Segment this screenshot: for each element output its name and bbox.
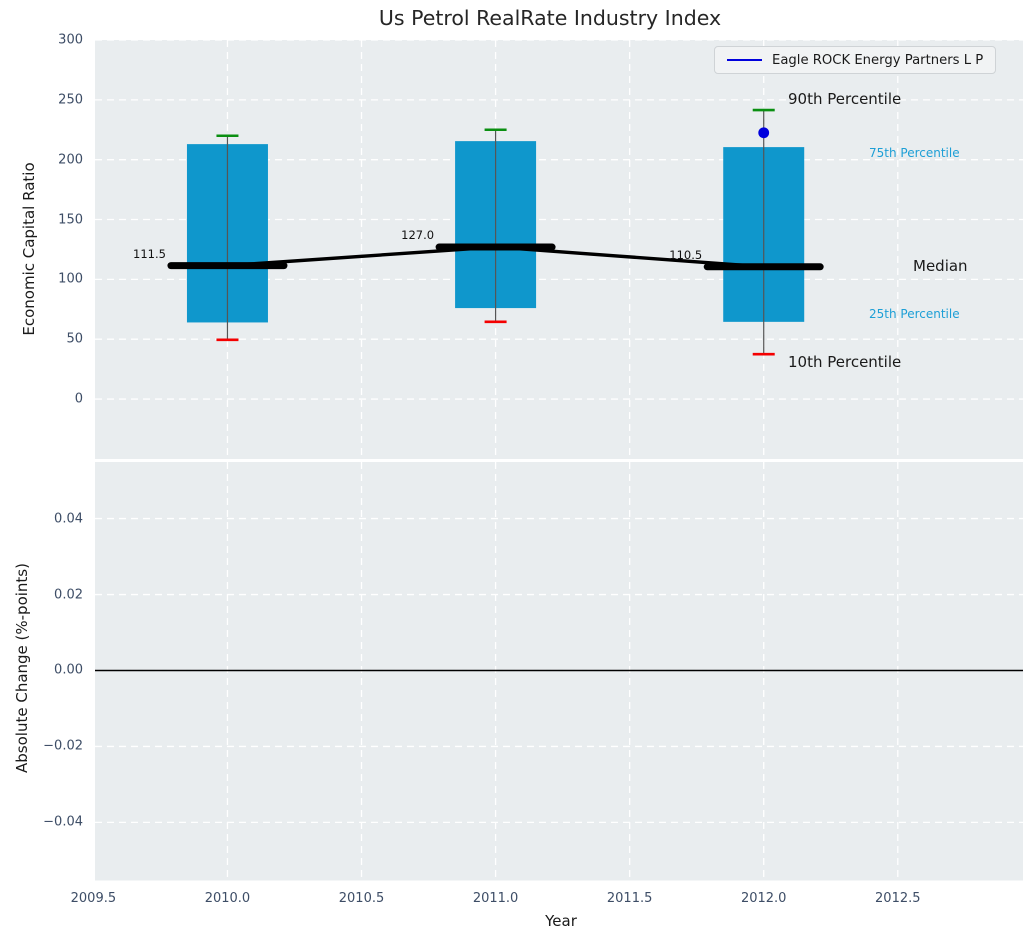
legend-label: Eagle ROCK Energy Partners L P (772, 53, 983, 68)
y-axis-label-top: Economic Capital Ratio (20, 162, 38, 335)
annotation-median: Median (913, 257, 968, 275)
annotation-90th-percentile: 90th Percentile (788, 90, 901, 108)
x-tick-label: 2010.5 (339, 891, 385, 906)
chart-title: Us Petrol RealRate Industry Index (379, 6, 721, 30)
company-point (758, 127, 769, 138)
plot-canvas (0, 0, 1034, 942)
y-axis-label-bottom: Absolute Change (%-points) (13, 563, 31, 773)
median-value-label: 111.5 (133, 247, 166, 261)
x-tick-label: 2011.5 (607, 891, 653, 906)
annotation-25th-percentile: 25th Percentile (869, 307, 960, 321)
y-tick-label-top: 100 (58, 272, 83, 287)
x-tick-label: 2009.5 (71, 891, 117, 906)
legend-line-swatch (727, 59, 762, 61)
x-tick-label: 2012.5 (875, 891, 921, 906)
y-tick-label-bottom: −0.02 (43, 739, 83, 754)
y-tick-label-bottom: 0.00 (54, 663, 83, 678)
x-tick-label: 2011.0 (473, 891, 519, 906)
x-tick-label: 2010.0 (205, 891, 251, 906)
median-value-label: 127.0 (401, 228, 434, 242)
y-tick-label-bottom: −0.04 (43, 815, 83, 830)
y-tick-label-top: 200 (58, 152, 83, 167)
y-tick-label-top: 150 (58, 212, 83, 227)
y-tick-label-bottom: 0.02 (54, 587, 83, 602)
legend: Eagle ROCK Energy Partners L P (714, 46, 996, 74)
chart-figure: Us Petrol RealRate Industry Index Econom… (0, 0, 1034, 942)
x-tick-label: 2012.0 (741, 891, 787, 906)
annotation-10th-percentile: 10th Percentile (788, 353, 901, 371)
y-tick-label-top: 250 (58, 92, 83, 107)
annotation-75th-percentile: 75th Percentile (869, 146, 960, 160)
y-tick-label-bottom: 0.04 (54, 511, 83, 526)
x-axis-label: Year (545, 912, 577, 930)
plot-area-bottom (95, 462, 1023, 881)
y-tick-label-top: 300 (58, 33, 83, 48)
y-tick-label-top: 50 (66, 332, 83, 347)
median-value-label: 110.5 (669, 248, 702, 262)
y-tick-label-top: 0 (75, 392, 83, 407)
